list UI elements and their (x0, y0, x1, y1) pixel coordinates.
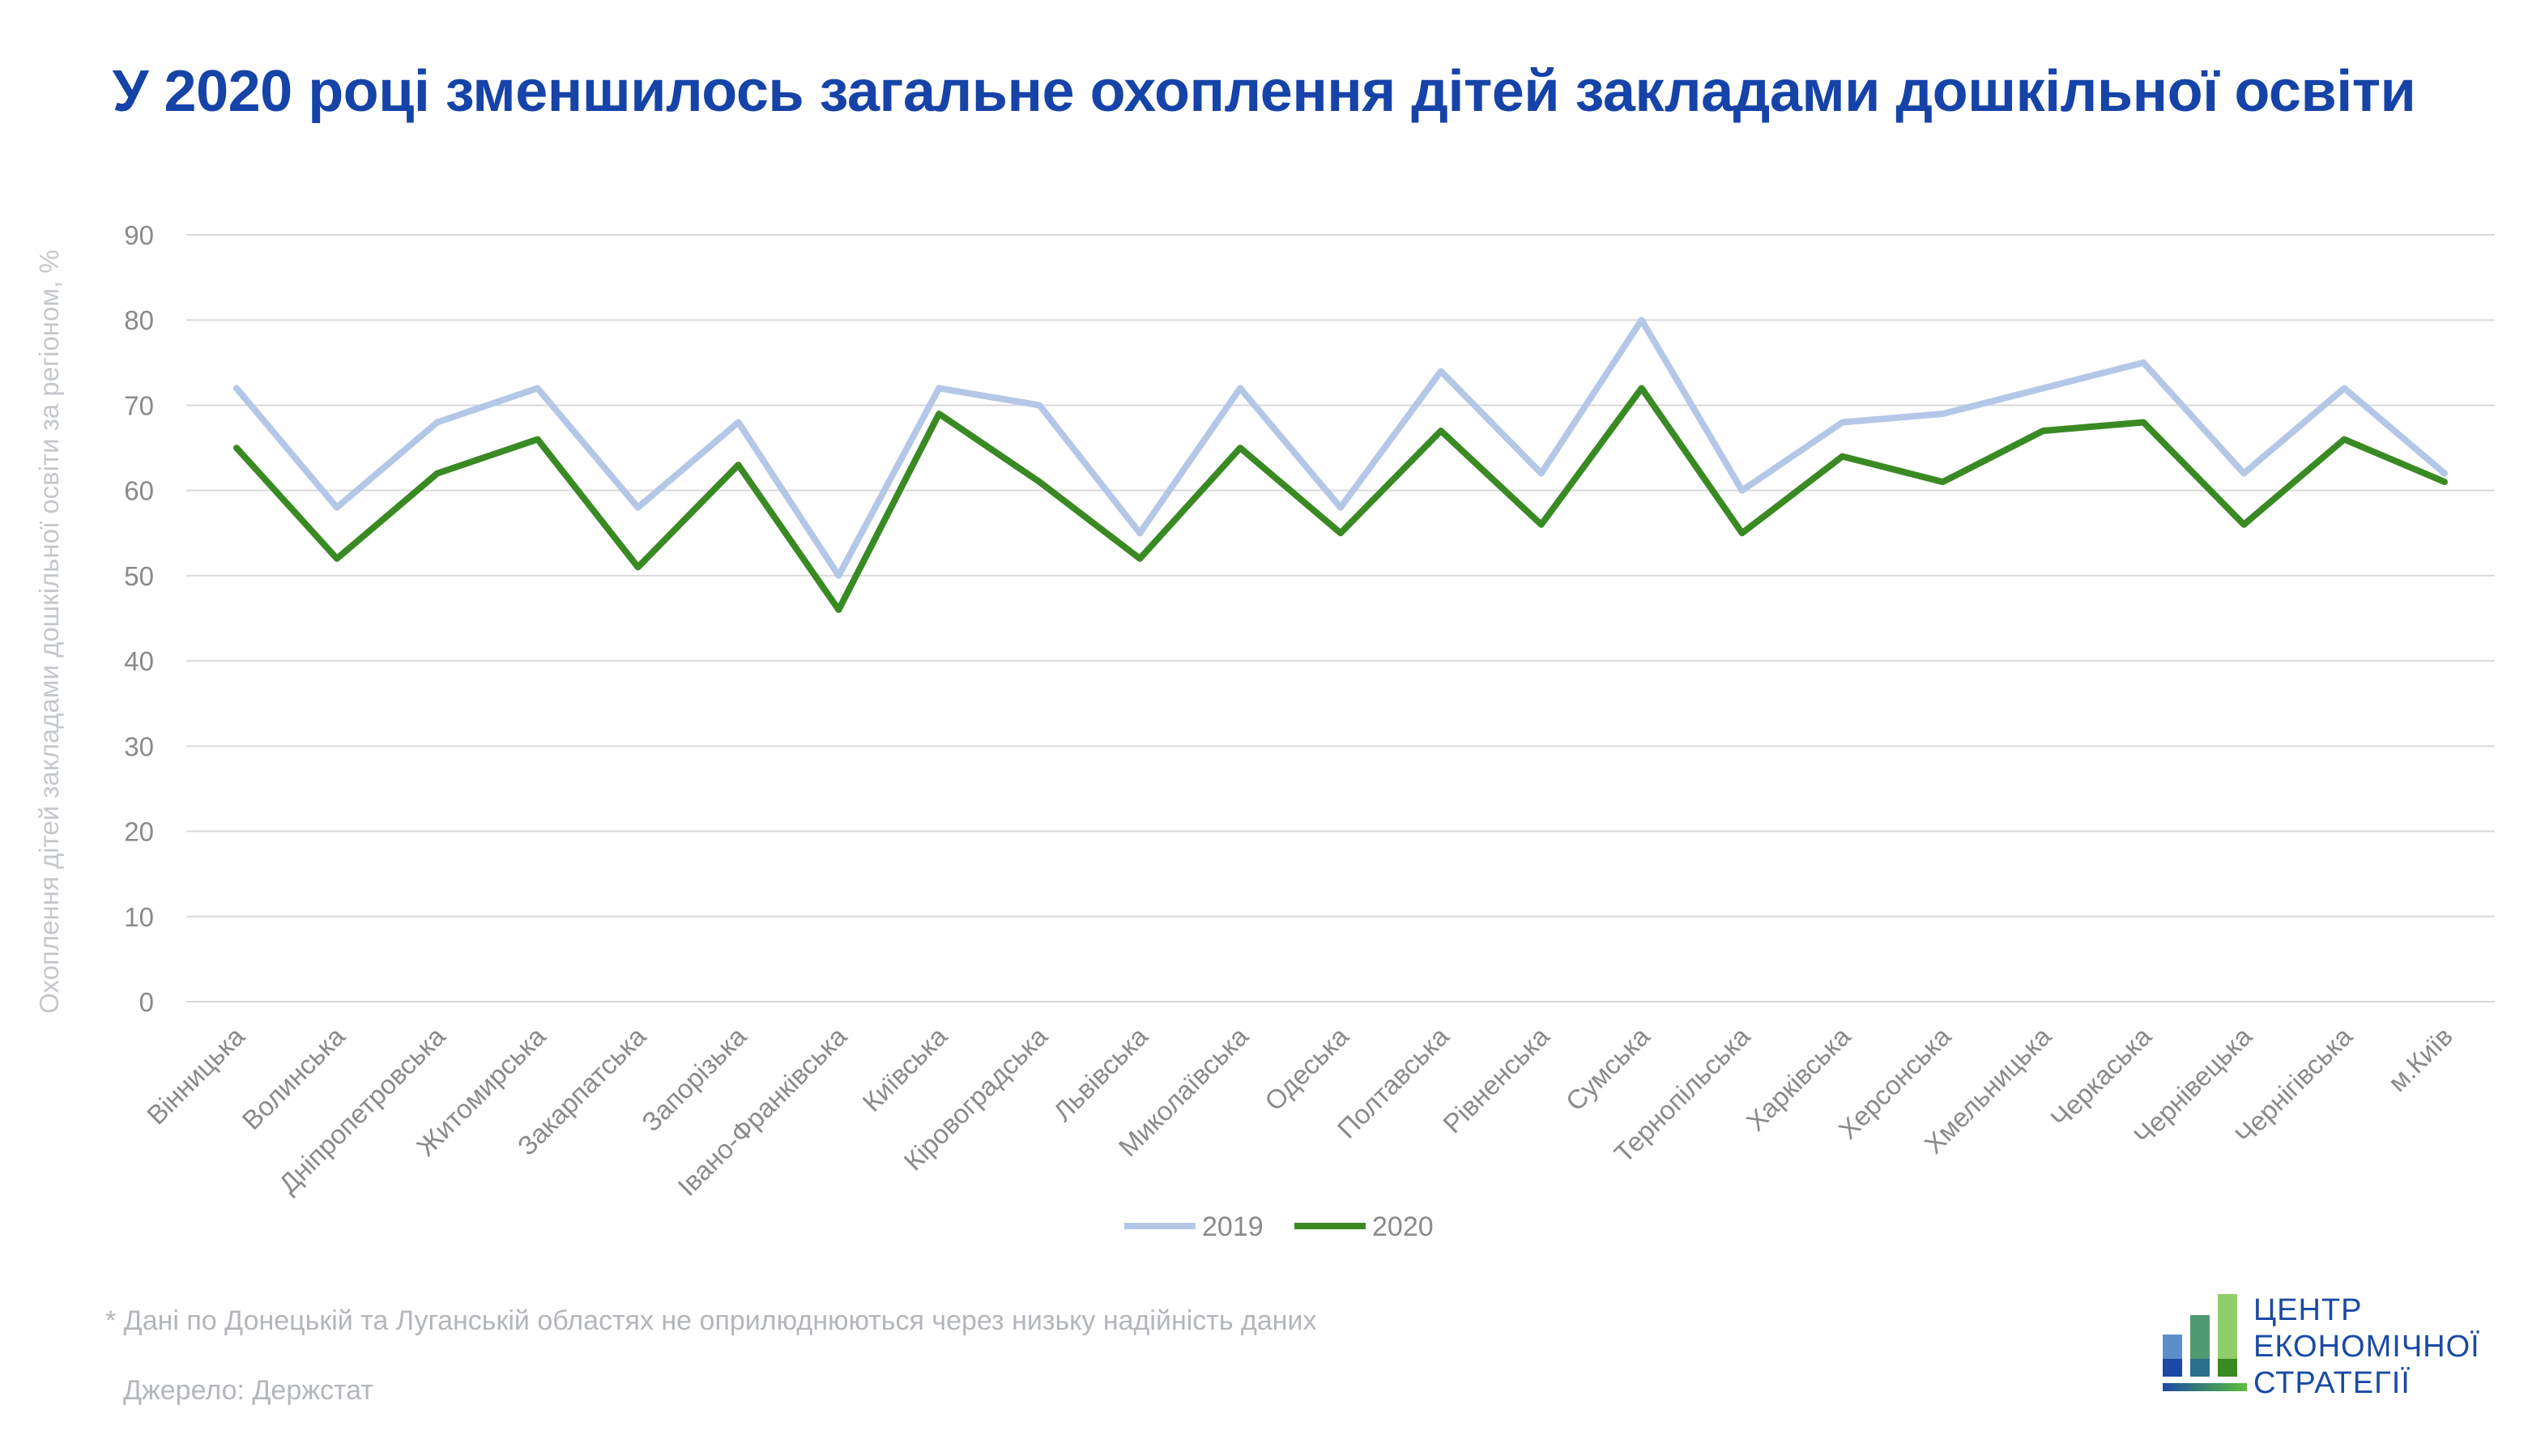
x-tick-label: м.Київ (2382, 1021, 2458, 1097)
x-tick-label: Дніпропетровська (273, 1020, 451, 1198)
footnote: * Дані по Донецькій та Луганській област… (105, 1305, 1317, 1336)
x-tick-label: Київська (856, 1020, 953, 1117)
y-tick-label: 20 (124, 817, 154, 847)
legend-label-2019: 2019 (1202, 1211, 1264, 1242)
y-tick-label: 80 (124, 305, 154, 335)
y-tick-label: 90 (124, 220, 154, 250)
y-tick-label: 30 (124, 731, 154, 761)
logo: ЦЕНТР ЕКОНОМІЧНОЇ СТРАТЕГІЇ (2161, 1292, 2517, 1406)
logo-bars-icon (2163, 1294, 2247, 1391)
y-axis-ticks: 0 10 20 30 40 50 60 70 80 90 (124, 220, 154, 1017)
y-axis-label: Охоплення дітей закладами дошкільної осв… (34, 249, 64, 1014)
x-tick-label: Рівненська (1437, 1020, 1555, 1139)
x-tick-label: Львівська (1047, 1020, 1153, 1126)
x-tick-label: Одеська (1259, 1020, 1354, 1116)
gridlines (186, 234, 2495, 1003)
x-tick-label: Вінницька (141, 1020, 250, 1130)
series-lines (233, 317, 2448, 613)
x-tick-label: Сумська (1560, 1020, 1656, 1116)
x-tick-label: Івано-Франківська (671, 1020, 852, 1201)
y-tick-label: 70 (124, 390, 154, 420)
x-axis-ticks: ВінницькаВолинськаДніпропетровськаЖитоми… (141, 1020, 2458, 1201)
legend: 2019 2020 (1124, 1211, 1434, 1242)
legend-label-2020: 2020 (1372, 1211, 1434, 1242)
logo-text: ЦЕНТР ЕКОНОМІЧНОЇ СТРАТЕГІЇ (2253, 1292, 2480, 1402)
series-line-2019 (233, 317, 2448, 579)
chart-title: У 2020 році зменшилось загальне охопленн… (112, 59, 2416, 124)
y-tick-label: 0 (139, 987, 154, 1017)
logo-line-1: ЦЕНТР (2253, 1293, 2363, 1327)
logo-line-2: ЕКОНОМІЧНОЇ (2253, 1330, 2480, 1364)
source-note: Джерело: Держстат (123, 1375, 373, 1406)
logo-line-3: СТРАТЕГІЇ (2253, 1366, 2411, 1400)
y-tick-label: 40 (124, 646, 154, 676)
y-tick-label: 50 (124, 561, 154, 591)
y-tick-label: 10 (124, 902, 154, 932)
y-tick-label: 60 (124, 476, 154, 506)
